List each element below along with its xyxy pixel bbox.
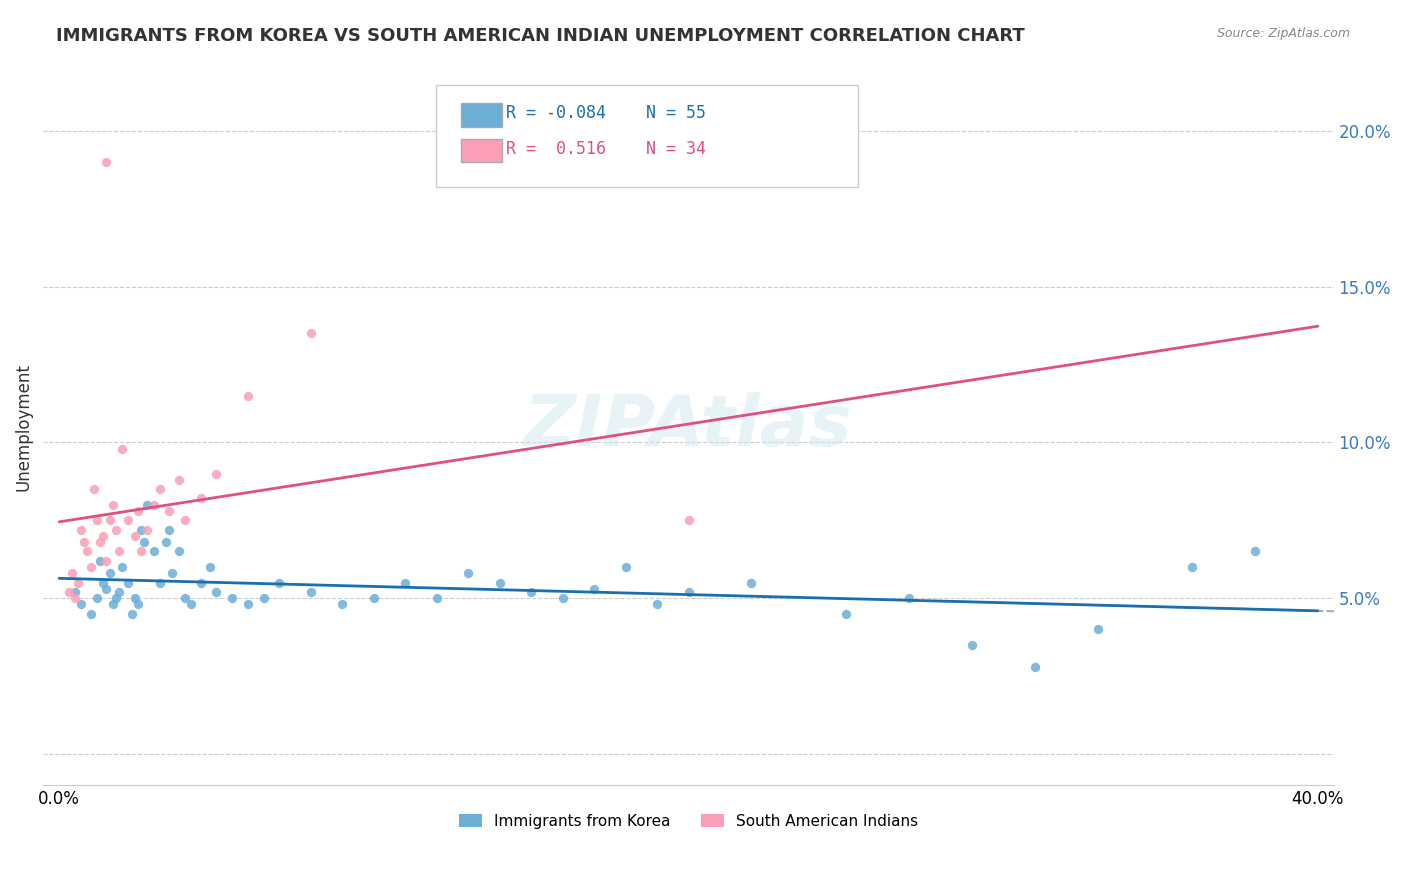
Point (236, 598, 259, 612)
Point (136, 498, 159, 512)
Point (89, 535, 111, 549)
Point (1181, 560, 1204, 574)
Point (426, 591, 449, 606)
Point (157, 504, 180, 518)
Point (205, 585, 228, 599)
Point (155, 535, 177, 549)
Point (678, 585, 700, 599)
Point (394, 575, 416, 590)
Point (457, 566, 479, 581)
Point (583, 582, 606, 596)
Point (121, 607, 143, 621)
Point (83, 482, 105, 496)
Text: R =  0.516    N = 34: R = 0.516 N = 34 (506, 140, 706, 158)
Text: R = -0.084    N = 55: R = -0.084 N = 55 (506, 104, 706, 122)
Point (740, 575, 762, 590)
Point (86, 513, 108, 527)
Point (96, 582, 118, 596)
Point (332, 598, 354, 612)
Point (180, 598, 202, 612)
Point (190, 575, 212, 590)
Point (136, 523, 159, 537)
Point (157, 523, 180, 537)
Point (79, 607, 101, 621)
Point (127, 504, 149, 518)
Point (1244, 544, 1267, 558)
Point (174, 513, 197, 527)
Point (253, 591, 276, 606)
Point (89, 554, 111, 568)
Point (299, 326, 322, 341)
Point (363, 591, 385, 606)
Point (91, 529, 114, 543)
Point (149, 575, 172, 590)
Point (269, 575, 291, 590)
Point (897, 591, 920, 606)
Y-axis label: Unemployment: Unemployment (15, 363, 32, 491)
Point (101, 498, 124, 512)
Point (129, 544, 152, 558)
Point (70, 523, 93, 537)
Point (76, 544, 98, 558)
Point (60, 566, 83, 581)
Point (79, 560, 101, 574)
Point (1024, 659, 1046, 673)
Point (488, 575, 510, 590)
Text: Source: ZipAtlas.com: Source: ZipAtlas.com (1216, 27, 1350, 40)
Point (551, 591, 574, 606)
Point (117, 575, 139, 590)
Point (149, 482, 172, 496)
Point (129, 523, 152, 537)
Point (63, 591, 86, 606)
Point (124, 591, 146, 606)
Point (134, 535, 156, 549)
Point (142, 544, 165, 558)
Point (96, 155, 118, 169)
Point (96, 554, 118, 568)
Point (66, 575, 89, 590)
Point (98, 566, 121, 581)
Text: IMMIGRANTS FROM KOREA VS SOUTH AMERICAN INDIAN UNEMPLOYMENT CORRELATION CHART: IMMIGRANTS FROM KOREA VS SOUTH AMERICAN … (56, 27, 1025, 45)
Point (124, 529, 146, 543)
Point (221, 591, 243, 606)
Point (70, 598, 93, 612)
Legend: Immigrants from Korea, South American Indians: Immigrants from Korea, South American In… (453, 807, 924, 835)
Point (127, 598, 149, 612)
Point (58, 585, 80, 599)
Point (645, 598, 668, 612)
Point (520, 585, 543, 599)
Point (299, 585, 322, 599)
Point (104, 523, 127, 537)
Point (104, 591, 127, 606)
Point (205, 467, 228, 481)
Point (162, 566, 184, 581)
Point (835, 607, 858, 621)
Point (108, 585, 131, 599)
Point (111, 560, 134, 574)
Point (108, 544, 131, 558)
Point (101, 598, 124, 612)
Point (111, 442, 134, 456)
Point (960, 638, 983, 652)
Point (200, 560, 222, 574)
Point (117, 513, 139, 527)
Point (91, 575, 114, 590)
Point (167, 473, 190, 487)
Point (63, 585, 86, 599)
Point (167, 544, 190, 558)
Point (678, 513, 700, 527)
Point (236, 389, 259, 403)
Point (190, 491, 212, 506)
Text: ZIPAtlas: ZIPAtlas (524, 392, 853, 461)
Point (142, 498, 165, 512)
Point (98, 513, 121, 527)
Point (614, 560, 637, 574)
Point (174, 591, 197, 606)
Point (73, 535, 96, 549)
Point (86, 591, 108, 606)
Point (1087, 623, 1109, 637)
